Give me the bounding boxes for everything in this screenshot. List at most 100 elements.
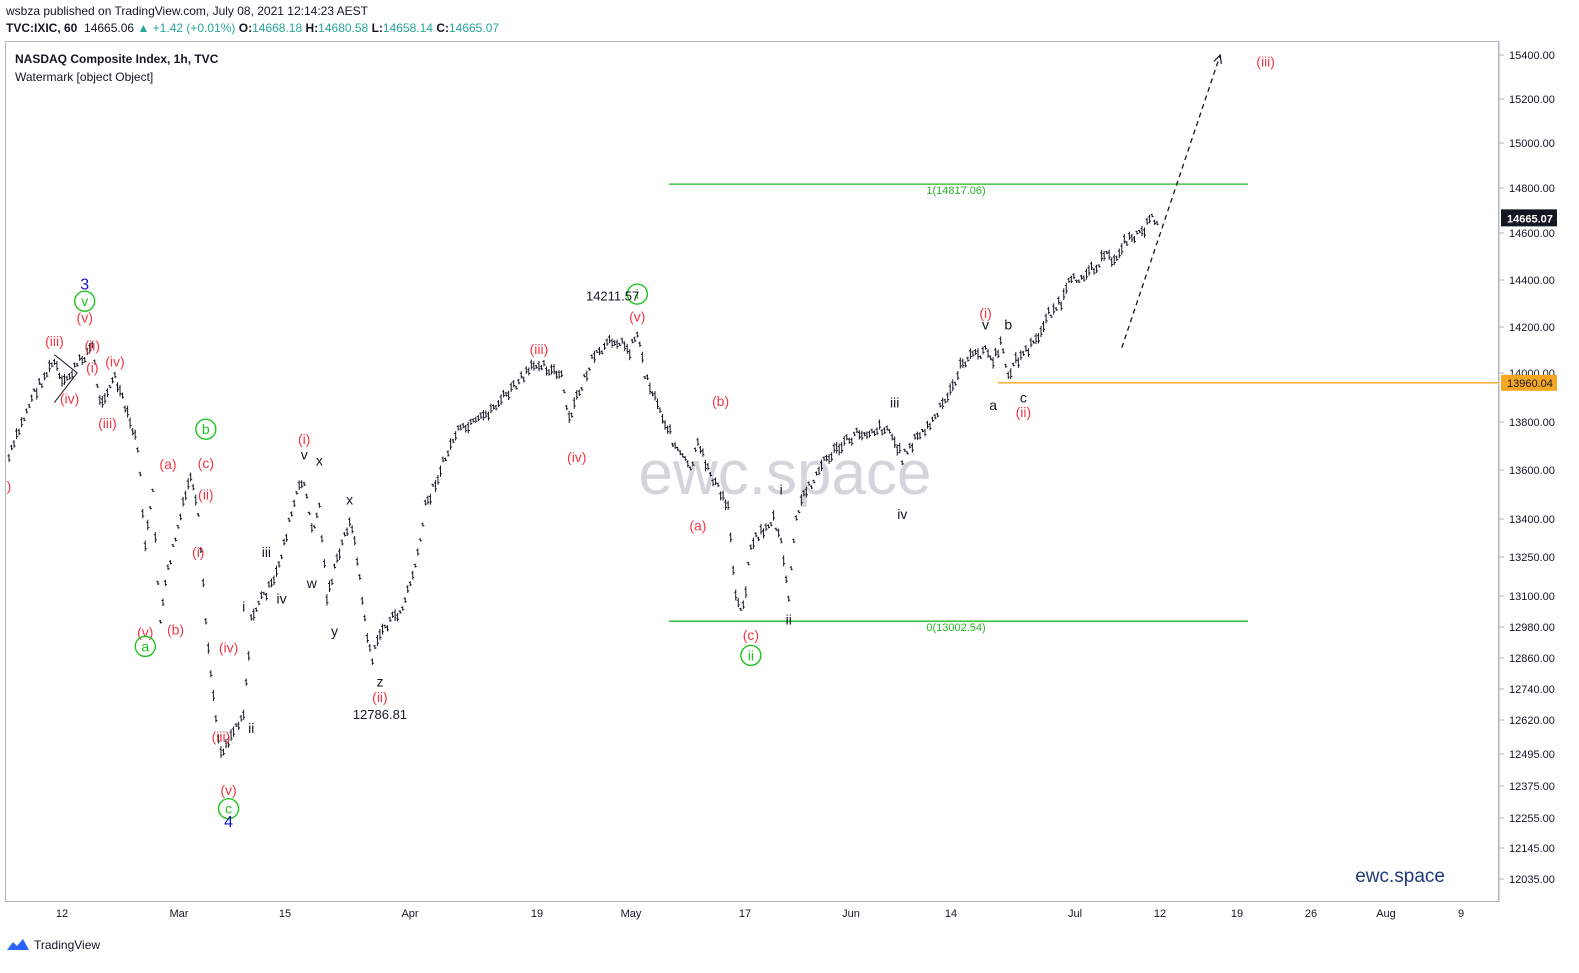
support-price-badge <box>1501 374 1557 391</box>
wave-label: (b) <box>167 622 184 638</box>
x-tick-label: Jul <box>1068 908 1082 920</box>
wave-label: (i) <box>979 305 991 321</box>
wave-label: iii <box>262 544 271 560</box>
wave-label: iv <box>897 506 907 522</box>
open-label: O: <box>238 21 253 35</box>
wave-label: ii <box>786 611 792 627</box>
brand-text: ewc.space <box>1355 866 1445 887</box>
y-tick-label: 12375.00 <box>1509 781 1555 793</box>
wave-label: v <box>982 317 989 333</box>
x-tick-label: 17 <box>739 908 751 920</box>
wave-label: (v) <box>77 310 93 326</box>
wave-label: (iii) <box>45 333 64 349</box>
y-tick-label: 12145.00 <box>1509 843 1555 855</box>
wave-label: (v) <box>629 308 645 324</box>
low-label: L: <box>371 21 383 35</box>
x-tick-label: 26 <box>1305 908 1317 920</box>
wave-circle <box>195 418 217 440</box>
wave-label: (v) <box>137 624 153 640</box>
tradingview-logo-icon <box>7 939 29 950</box>
x-tick-label: Apr <box>401 908 418 920</box>
change-up-icon: ▲ <box>137 21 150 35</box>
wave-label: i <box>636 286 639 302</box>
x-tick-label: Mar <box>170 908 189 920</box>
wave-label: (i) <box>298 431 310 447</box>
wave-label: (c) <box>743 627 759 643</box>
x-tick-label: 12 <box>1154 908 1166 920</box>
support-price-label: 13960.04 <box>1507 378 1553 390</box>
wave-label: i <box>780 482 783 498</box>
wave-label: c <box>225 801 232 817</box>
wave-label: (ii) <box>1016 404 1032 420</box>
y-tick-label: 13800.00 <box>1509 417 1555 429</box>
x-tick-label: 12 <box>56 908 68 920</box>
footer: TradingView <box>6 938 100 952</box>
y-tick-label: 13250.00 <box>1509 552 1555 564</box>
y-tick-label: 14800.00 <box>1509 183 1555 195</box>
triangle-pattern-line <box>54 354 78 403</box>
wave-label: ) <box>7 478 12 494</box>
change-value: +1.42 (+0.01%) <box>152 21 236 35</box>
chart-legend-watermark: Watermark [object Object] <box>15 70 154 84</box>
chart-legend-title: NASDAQ Composite Index, 1h, TVC <box>15 52 219 66</box>
close-value: 14665.07 <box>448 21 500 35</box>
x-tick-label: 14 <box>945 908 957 920</box>
y-tick-label: 12035.00 <box>1509 874 1555 886</box>
last-price-badge <box>1501 209 1557 227</box>
wave-circle <box>626 283 649 305</box>
wave-label: w <box>306 575 318 591</box>
wave-label: (v) <box>220 782 236 798</box>
projection-line <box>1121 54 1221 348</box>
y-tick-label: 14600.00 <box>1509 228 1555 240</box>
wave-label: (c) <box>198 455 214 471</box>
y-tick-label: 13600.00 <box>1509 465 1555 477</box>
wave-label: (a) <box>689 517 706 533</box>
wave-label: i <box>242 598 245 614</box>
wave-label: iii <box>890 394 899 410</box>
wave-label: a <box>141 638 149 654</box>
wave-label: (iii) <box>1256 54 1275 70</box>
x-tick-label: 15 <box>279 908 291 920</box>
wave-label: (iv) <box>105 354 124 370</box>
y-tick-label: 12980.00 <box>1509 622 1555 634</box>
wave-label: y <box>331 623 338 639</box>
fib-level-label: 1(14817.06) <box>926 185 985 197</box>
last-price-label: 14665.07 <box>1507 213 1553 225</box>
wave-label: v <box>301 446 308 462</box>
y-tick-label: 15000.00 <box>1509 138 1555 150</box>
symbol[interactable]: TVC:IXIC, 60 <box>6 21 78 35</box>
close-label: C: <box>436 21 449 35</box>
wave-label: (ii) <box>85 337 101 353</box>
wave-label: x <box>316 452 323 468</box>
y-tick-label: 12860.00 <box>1509 653 1555 665</box>
wave-circle <box>740 644 762 667</box>
wave-label: iv <box>276 591 286 607</box>
fib-level-label: 0(13002.54) <box>926 622 985 634</box>
wave-label: (iii) <box>530 341 549 357</box>
x-tick-label: 19 <box>1231 908 1243 920</box>
wave-label: ii <box>248 720 254 736</box>
low-value: 14658.14 <box>382 21 433 35</box>
wave-label: (i) <box>86 359 98 375</box>
wave-label: z <box>376 673 383 689</box>
watermark-text: ewc.space <box>639 439 932 508</box>
x-tick-label: May <box>621 908 642 920</box>
wave-label: 3 <box>80 277 89 294</box>
wave-label: (b) <box>712 393 729 409</box>
y-tick-label: 12255.00 <box>1509 813 1555 825</box>
wave-label: (iv) <box>60 391 79 407</box>
footer-brand: TradingView <box>34 938 101 952</box>
wave-label: b <box>202 421 210 437</box>
publisher-line: wsbza published on TradingView.com, July… <box>6 4 369 18</box>
wave-label: b <box>1004 317 1012 333</box>
wave-label: a <box>989 397 997 413</box>
open-value: 14668.18 <box>252 21 303 35</box>
wave-circle <box>134 635 156 658</box>
y-tick-label: 12495.00 <box>1509 749 1555 761</box>
wave-label: (iv) <box>567 449 586 465</box>
wave-label: 4 <box>224 814 233 831</box>
y-tick-label: 14400.00 <box>1509 275 1555 287</box>
wave-label: ii <box>748 647 754 663</box>
wave-label: (i) <box>192 544 204 560</box>
